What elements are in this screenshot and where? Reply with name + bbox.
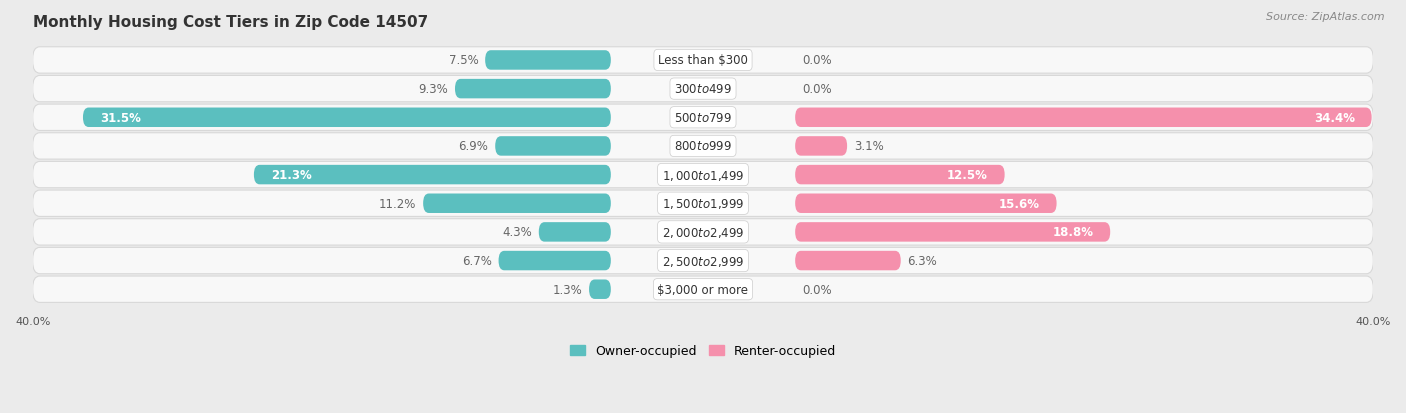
Text: Monthly Housing Cost Tiers in Zip Code 14507: Monthly Housing Cost Tiers in Zip Code 1…	[32, 15, 427, 30]
FancyBboxPatch shape	[796, 166, 1005, 185]
Text: 4.3%: 4.3%	[502, 226, 531, 239]
Text: 6.3%: 6.3%	[907, 254, 938, 267]
Text: 7.5%: 7.5%	[449, 55, 478, 67]
Text: $1,000 to $1,499: $1,000 to $1,499	[662, 168, 744, 182]
FancyBboxPatch shape	[796, 223, 1111, 242]
Text: Source: ZipAtlas.com: Source: ZipAtlas.com	[1267, 12, 1385, 22]
FancyBboxPatch shape	[538, 223, 610, 242]
Legend: Owner-occupied, Renter-occupied: Owner-occupied, Renter-occupied	[565, 339, 841, 363]
FancyBboxPatch shape	[83, 108, 610, 128]
FancyBboxPatch shape	[32, 276, 1374, 303]
Text: $2,000 to $2,499: $2,000 to $2,499	[662, 225, 744, 239]
FancyBboxPatch shape	[796, 194, 1056, 214]
FancyBboxPatch shape	[495, 137, 610, 156]
FancyBboxPatch shape	[32, 47, 1374, 74]
Text: 1.3%: 1.3%	[553, 283, 582, 296]
Text: $500 to $799: $500 to $799	[673, 112, 733, 124]
Text: $1,500 to $1,999: $1,500 to $1,999	[662, 197, 744, 211]
FancyBboxPatch shape	[32, 105, 1374, 131]
Text: $300 to $499: $300 to $499	[673, 83, 733, 96]
FancyBboxPatch shape	[423, 194, 610, 214]
FancyBboxPatch shape	[589, 280, 610, 299]
FancyBboxPatch shape	[32, 190, 1374, 217]
FancyBboxPatch shape	[32, 76, 1374, 102]
Text: 12.5%: 12.5%	[948, 169, 988, 182]
FancyBboxPatch shape	[32, 133, 1374, 160]
Text: 18.8%: 18.8%	[1053, 226, 1094, 239]
Text: $2,500 to $2,999: $2,500 to $2,999	[662, 254, 744, 268]
FancyBboxPatch shape	[32, 219, 1374, 245]
Text: $800 to $999: $800 to $999	[673, 140, 733, 153]
Text: 0.0%: 0.0%	[801, 83, 831, 96]
Text: 6.7%: 6.7%	[463, 254, 492, 267]
FancyBboxPatch shape	[499, 251, 610, 271]
Text: $3,000 or more: $3,000 or more	[658, 283, 748, 296]
Text: 9.3%: 9.3%	[419, 83, 449, 96]
Text: Less than $300: Less than $300	[658, 55, 748, 67]
Text: 34.4%: 34.4%	[1313, 112, 1355, 124]
Text: 0.0%: 0.0%	[801, 283, 831, 296]
FancyBboxPatch shape	[485, 51, 610, 71]
Text: 31.5%: 31.5%	[100, 112, 141, 124]
FancyBboxPatch shape	[32, 162, 1374, 188]
FancyBboxPatch shape	[254, 166, 610, 185]
Text: 3.1%: 3.1%	[853, 140, 883, 153]
FancyBboxPatch shape	[796, 137, 848, 156]
Text: 11.2%: 11.2%	[380, 197, 416, 210]
Text: 6.9%: 6.9%	[458, 140, 488, 153]
Text: 21.3%: 21.3%	[270, 169, 311, 182]
Text: 15.6%: 15.6%	[998, 197, 1040, 210]
FancyBboxPatch shape	[456, 80, 610, 99]
Text: 0.0%: 0.0%	[801, 55, 831, 67]
FancyBboxPatch shape	[796, 108, 1372, 128]
FancyBboxPatch shape	[796, 251, 901, 271]
FancyBboxPatch shape	[32, 248, 1374, 274]
